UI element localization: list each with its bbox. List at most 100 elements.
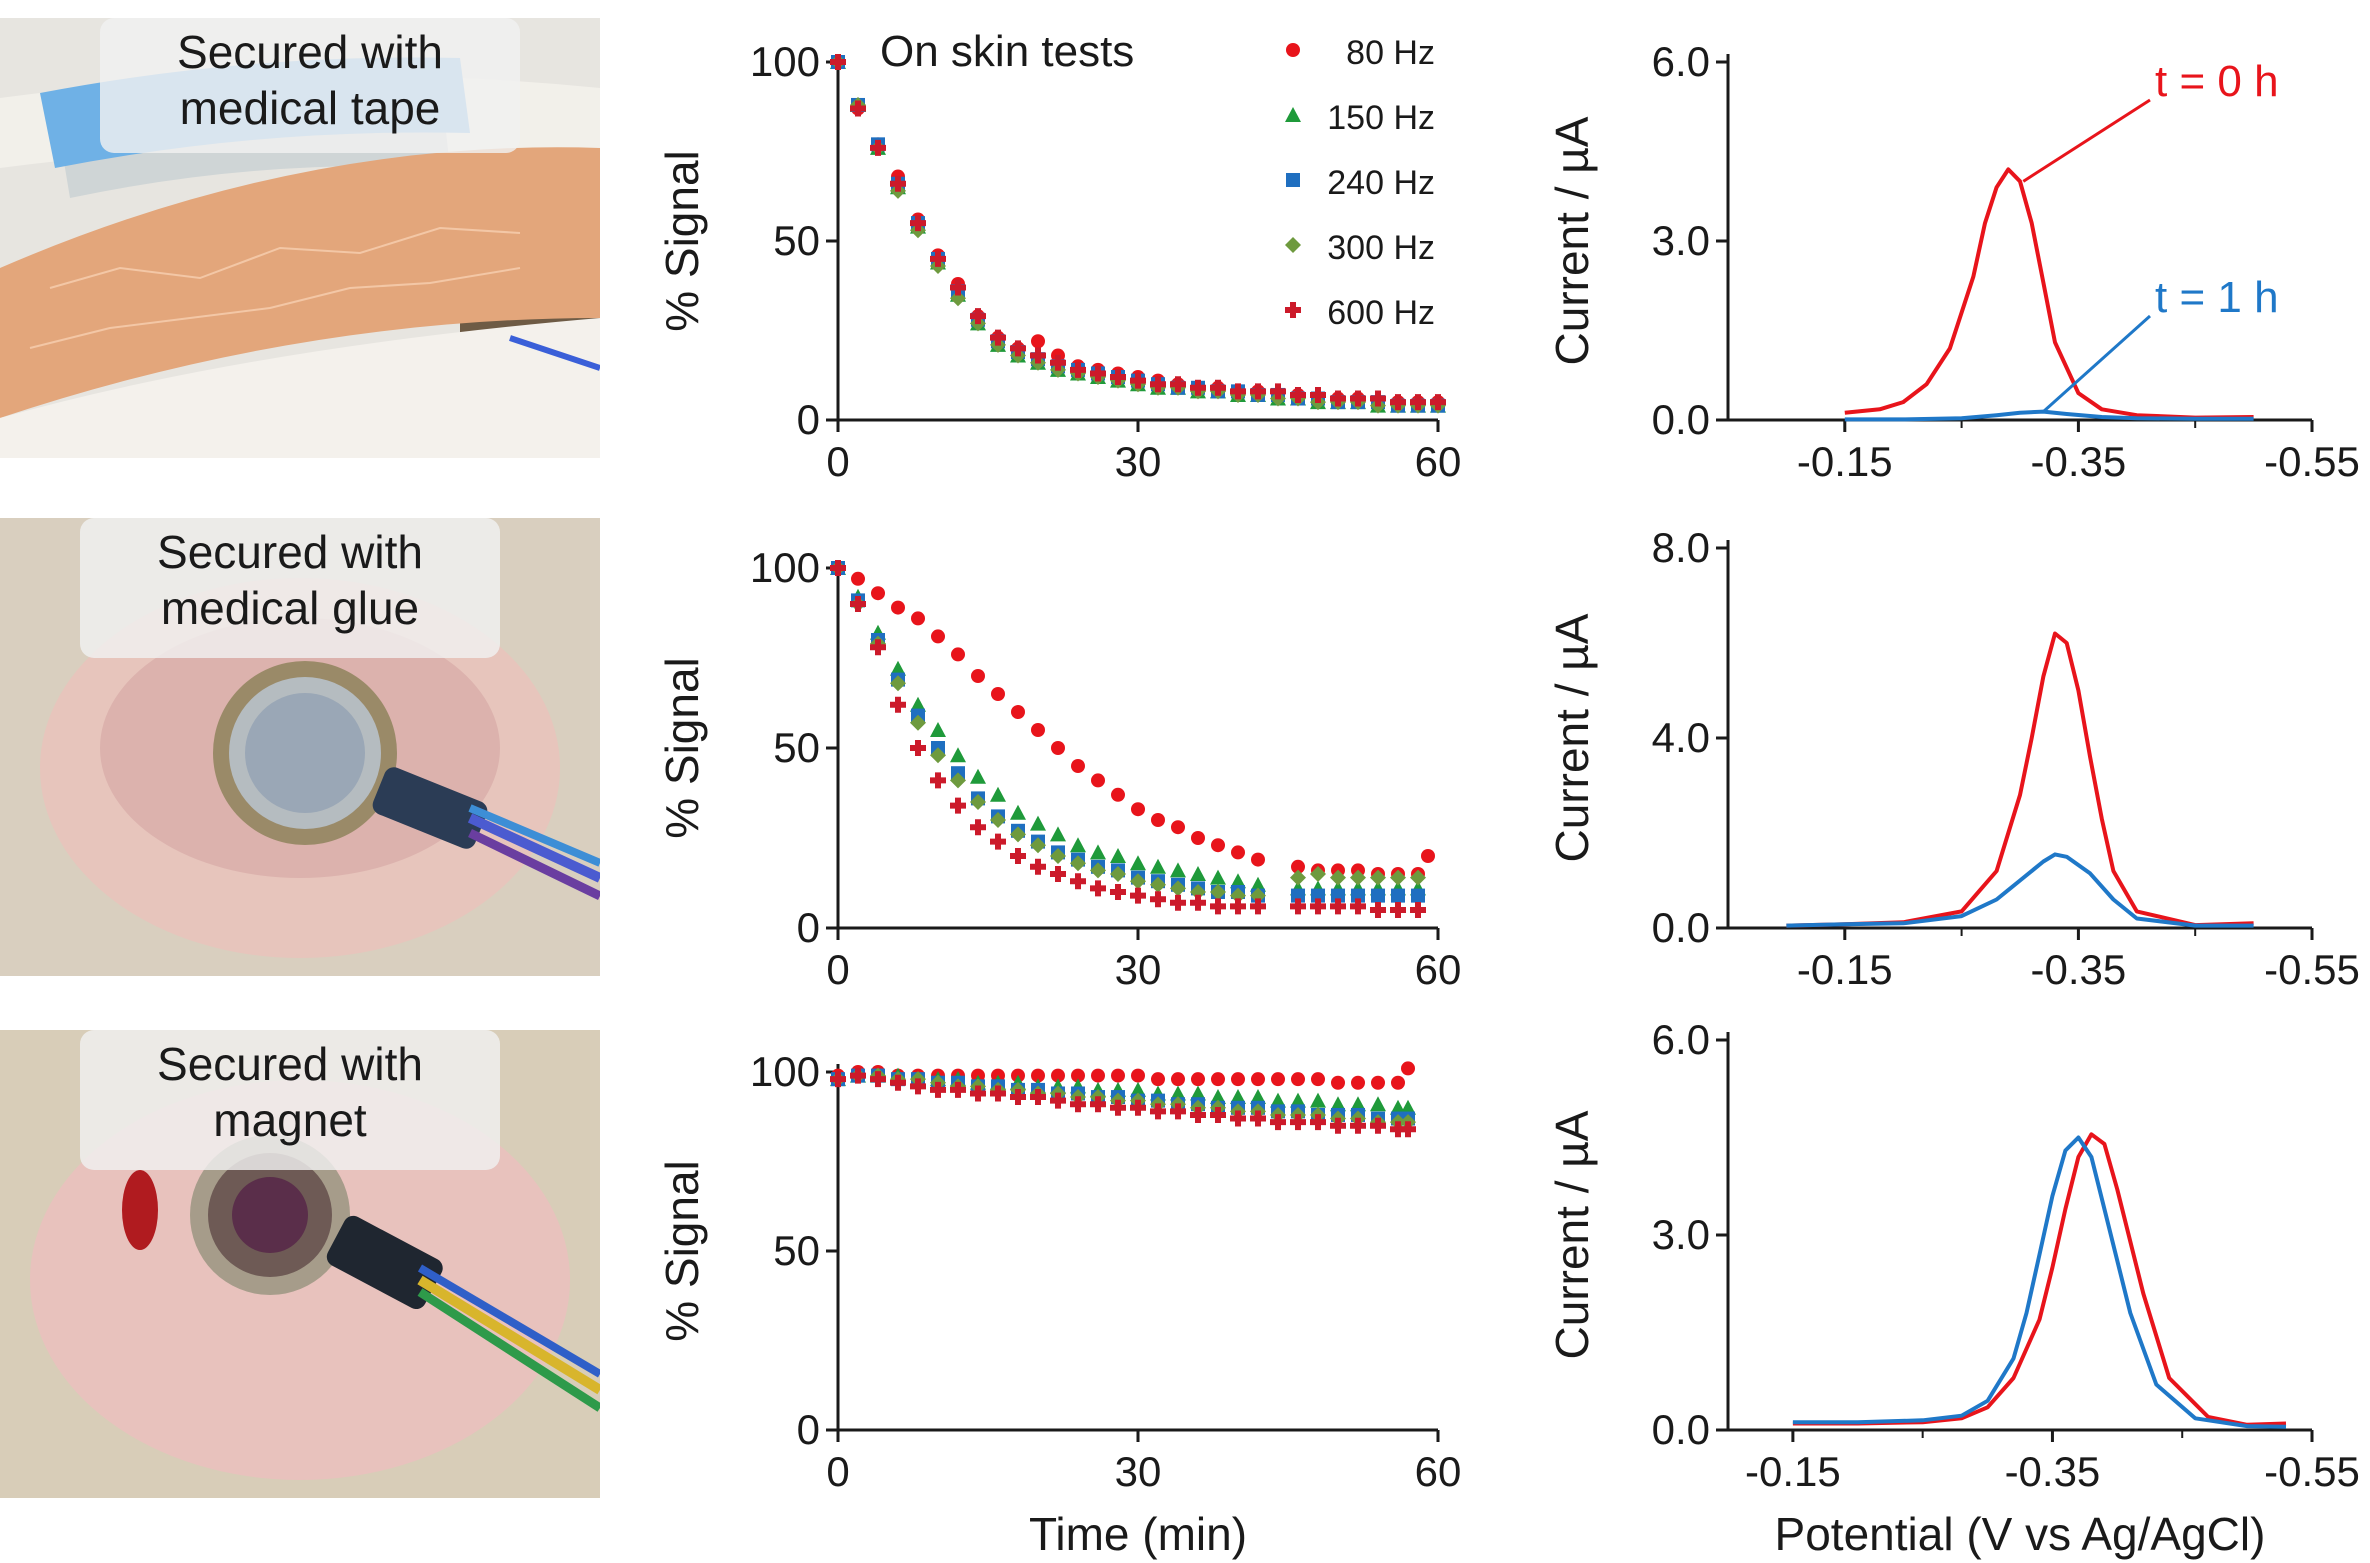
data-point	[1290, 869, 1306, 886]
data-point	[1291, 888, 1305, 903]
data-point	[1070, 837, 1086, 853]
caption-b: Secured with medical glue	[80, 518, 500, 658]
data-point	[970, 768, 986, 784]
chart-swv-A: 0.0 3.0 6.0 -0.15 -0.35 -0.55 Current / µA t = …	[1546, 38, 2360, 485]
legend-label: 240 Hz	[1327, 164, 1435, 202]
data-point	[1230, 1110, 1246, 1127]
x-tick-label: -0.35	[2005, 1448, 2101, 1495]
data-point	[1150, 376, 1166, 393]
data-point	[1230, 383, 1246, 400]
data-point	[1250, 383, 1266, 400]
data-point	[1370, 390, 1386, 407]
chart-decay-A: 0 50 100 0 30 60 % Signal On skin tests 80 Hz 150…	[656, 27, 1461, 485]
series-t-=-0-h	[1786, 631, 2254, 928]
data-point	[930, 722, 946, 737]
data-point	[890, 175, 906, 192]
data-point	[1231, 845, 1245, 860]
data-point	[850, 1067, 866, 1084]
y-axis-label: Current / µA	[1546, 116, 1598, 365]
data-point	[1350, 1117, 1366, 1134]
data-point	[970, 1085, 986, 1102]
legend-marker	[1286, 43, 1300, 57]
data-point	[891, 600, 905, 615]
y-tick-label: 3.0	[1652, 1211, 1710, 1258]
data-point	[1410, 902, 1426, 918]
data-point	[1251, 1072, 1265, 1087]
data-point	[1051, 741, 1065, 755]
x-tick-label: 30	[1115, 438, 1162, 485]
y-axis-label: % Signal	[656, 150, 708, 332]
data-point	[851, 571, 865, 586]
data-point	[1400, 1121, 1416, 1138]
data-point	[1010, 848, 1026, 864]
data-point	[1230, 1089, 1246, 1105]
data-point	[890, 660, 906, 676]
data-point	[1351, 888, 1365, 903]
data-point	[1131, 802, 1145, 817]
data-point	[1150, 876, 1166, 893]
data-point	[1290, 898, 1306, 915]
y-tick-label: 0.0	[1652, 1406, 1710, 1453]
data-point	[971, 669, 985, 683]
y-tick-label: 50	[773, 724, 820, 771]
x-tick-label: 30	[1115, 1448, 1162, 1495]
data-point	[870, 1071, 886, 1088]
data-point	[890, 696, 906, 713]
y-tick-label: 0	[797, 904, 820, 951]
series-line	[1844, 167, 2254, 420]
data-point	[1330, 898, 1346, 915]
data-point	[970, 819, 986, 836]
data-point	[1291, 859, 1305, 874]
y-axis-label: Current / µA	[1546, 1110, 1598, 1359]
x-tick-label: 60	[1415, 946, 1462, 993]
y-tick-label: 0.0	[1652, 904, 1710, 951]
data-point	[1311, 1072, 1325, 1087]
data-point	[1170, 880, 1186, 897]
x-tick-label: 0	[826, 438, 849, 485]
series-600-hz	[830, 560, 1426, 918]
x-tick-label: -0.35	[2031, 946, 2127, 993]
caption-b-line2: medical glue	[160, 582, 420, 634]
data-point	[1031, 723, 1045, 737]
data-point	[1130, 1099, 1146, 1116]
y-tick-label: 0	[797, 396, 820, 443]
data-point	[1370, 902, 1386, 918]
data-point	[1131, 1068, 1145, 1083]
data-point	[1290, 1114, 1306, 1131]
data-point	[1210, 1106, 1226, 1123]
data-point	[1030, 1089, 1046, 1106]
caption-a: Secured with medical tape	[100, 18, 520, 153]
data-point	[1250, 1110, 1266, 1127]
data-point	[990, 329, 1006, 346]
data-point	[1071, 759, 1085, 773]
data-point	[1230, 887, 1246, 904]
data-point	[1210, 884, 1226, 900]
series-t-=-1-h	[1792, 1135, 2287, 1429]
annotation-t1: t = 1 h	[2155, 273, 2279, 322]
data-point	[930, 747, 946, 764]
data-point	[1111, 1068, 1125, 1083]
data-point	[1250, 876, 1266, 892]
chart-decay-B: 0 50 100 0 30 60 % Signal	[656, 544, 1461, 993]
data-point	[830, 1071, 846, 1088]
data-point	[1171, 820, 1185, 835]
data-point	[1391, 1075, 1405, 1090]
data-point	[1270, 1092, 1286, 1108]
data-point	[1170, 1103, 1186, 1120]
data-point	[1171, 1072, 1185, 1087]
y-axis-label: Current / µA	[1546, 613, 1598, 862]
data-point	[1070, 1096, 1086, 1113]
data-point	[1350, 869, 1366, 886]
data-point	[1250, 887, 1266, 904]
data-point	[1230, 898, 1246, 915]
data-point	[1130, 1081, 1146, 1097]
y-tick-label: 50	[773, 217, 820, 264]
series-t-=-0-h	[1844, 167, 2254, 420]
data-point	[1390, 394, 1406, 411]
data-point	[1070, 873, 1086, 890]
chart-decay-C: 0 50 100 0 30 60 % Signal Time (min)	[656, 1048, 1461, 1560]
data-point	[1070, 855, 1086, 872]
data-point	[1111, 787, 1125, 802]
x-tick-label: 0	[826, 1448, 849, 1495]
